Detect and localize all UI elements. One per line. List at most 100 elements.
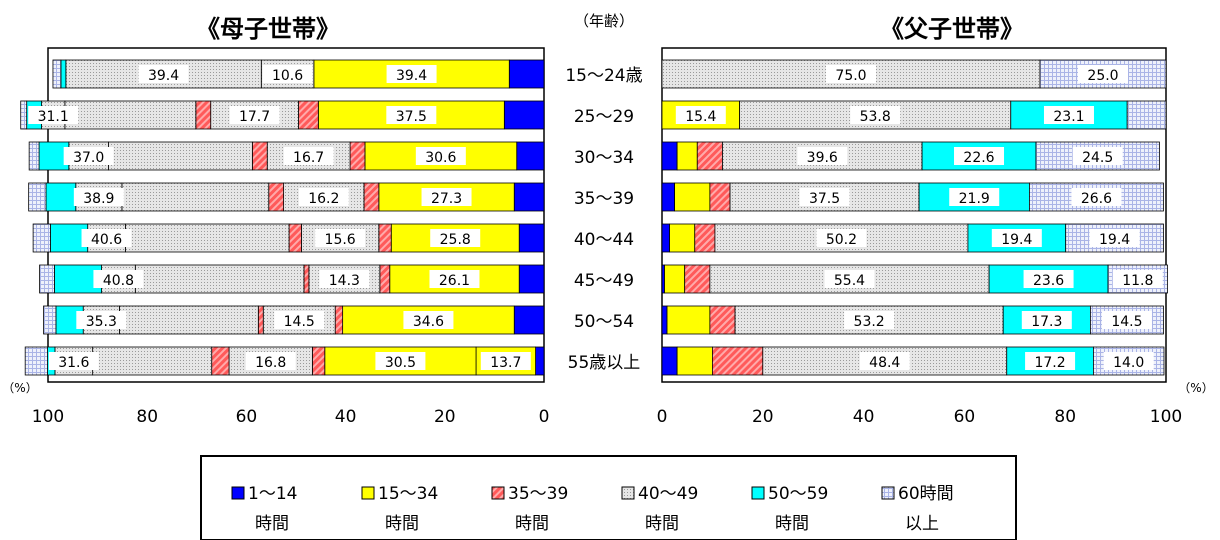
data-label: 25.0 [1087, 68, 1118, 84]
right-panel-title: 《父子世帯》 [880, 15, 1024, 43]
data-label: 40.8 [103, 273, 134, 289]
legend-label-line2: 時間 [515, 514, 549, 534]
bar-segment-h35_39 [363, 182, 380, 212]
bar-segment-h1_14 [503, 100, 545, 130]
data-label-bg [76, 311, 127, 329]
left-plot-frame [47, 47, 545, 383]
data-label: 39.4 [148, 68, 179, 84]
bar-segment-h35_39 [709, 305, 736, 335]
right-unit-label: （%） [1178, 381, 1213, 395]
legend-swatch-h35_39 [491, 486, 505, 500]
legend-label-line2: 時間 [385, 514, 419, 534]
data-label-bg [816, 229, 867, 247]
legend-label: 1～14 [248, 484, 297, 504]
data-label: 30.6 [425, 150, 456, 166]
bar-segment-h60 [32, 223, 51, 253]
data-label-bg [319, 270, 370, 288]
left-tick-label: 40 [335, 407, 357, 427]
data-label-bg [28, 106, 79, 124]
data-label: 31.6 [58, 355, 89, 371]
data-label-bg [386, 106, 437, 124]
bar-segment-h35_39 [311, 346, 326, 376]
data-label-bg [93, 270, 144, 288]
data-label: 39.6 [807, 150, 838, 166]
data-label: 19.4 [1099, 232, 1130, 248]
bar-segment-h60 [28, 141, 40, 171]
data-label: 38.9 [83, 191, 114, 207]
bar-segment-h15_34 [664, 264, 686, 294]
bar-segment-h1_14 [518, 223, 545, 253]
age-category-labels: 15～24歳 25～29 30～34 35～39 40～44 45～49 50～54 55歳以… [565, 66, 642, 373]
data-label-bg [274, 311, 325, 329]
data-label-bg [954, 147, 1005, 165]
bar-segment-h1_14 [513, 305, 545, 335]
bar-segment-h40_49 [92, 346, 213, 376]
age-category-label: 30～34 [574, 148, 634, 168]
bar-segment-h35_39 [195, 100, 212, 130]
left-bars: 39.4 10.6 39.4 31.1 17.7 37.5 37.0 16.7 30.6 38.9… [20, 59, 545, 376]
data-label-bg [797, 147, 848, 165]
data-label: 16.8 [255, 355, 286, 371]
data-label-bg [245, 352, 296, 370]
data-label: 37.5 [809, 191, 840, 207]
data-label-bg [298, 188, 349, 206]
left-unit-label: （%） [2, 381, 37, 395]
data-label-bg [430, 229, 481, 247]
data-label: 50.2 [826, 232, 857, 248]
bar-segment-h40_49 [124, 223, 290, 253]
bar-segment-h60 [24, 346, 48, 376]
bar-segment-h60 [1126, 100, 1167, 130]
data-label: 31.1 [38, 109, 69, 125]
data-label-bg [229, 106, 280, 124]
data-label-bg [81, 229, 132, 247]
data-label-bg [48, 352, 99, 370]
data-label-bg [375, 352, 426, 370]
bar-segment-h1_14 [516, 141, 545, 171]
data-label: 16.7 [293, 150, 324, 166]
bar-segment-h35_39 [288, 223, 302, 253]
data-label: 75.0 [835, 68, 866, 84]
data-label: 37.5 [396, 109, 427, 125]
data-label-bg [386, 65, 437, 83]
right-plot-frame [661, 47, 1167, 383]
bar-segment-h1_14 [661, 305, 668, 335]
bar-segment-h1_14 [535, 346, 545, 376]
left-panel-title: 《母子世帯》 [196, 15, 340, 43]
right-tick-label: 60 [954, 407, 976, 427]
right-tick-label: 100 [1150, 407, 1182, 427]
bar-segment-h35_39 [303, 264, 310, 294]
bar-segment-h15_34 [317, 100, 505, 130]
bar-segment-h35_39 [696, 141, 723, 171]
bar-segment-h35_39 [251, 141, 268, 171]
bar-segment-h1_14 [661, 182, 676, 212]
data-label: 21.9 [959, 191, 990, 207]
bar-segment-h15_34 [674, 182, 711, 212]
bar-segment-h40_49 [64, 100, 197, 130]
bar-segment-h35_39 [684, 264, 711, 294]
data-label: 11.8 [1122, 273, 1153, 289]
bar-segment-h1_14 [518, 264, 545, 294]
bar-segment-h60 [43, 305, 57, 335]
left-tick-label: 60 [236, 407, 258, 427]
bar-segment-h60 [20, 100, 28, 130]
left-tick-label: 20 [434, 407, 456, 427]
bar-segment-h35_39 [257, 305, 264, 335]
legend-label: 60時間 [898, 484, 954, 504]
data-label-bg [403, 311, 454, 329]
data-label: 37.0 [73, 150, 104, 166]
data-label-bg [675, 106, 726, 124]
data-label: 10.6 [272, 68, 303, 84]
bar-segment-h1_14 [508, 59, 545, 89]
data-label: 23.1 [1053, 109, 1084, 125]
age-category-label: 40～44 [574, 230, 634, 250]
bar-segment-h35_39 [298, 100, 319, 130]
bar-segment-h35_39 [268, 182, 285, 212]
bar-segment-h15_34 [676, 141, 698, 171]
data-label: 27.3 [431, 191, 462, 207]
data-label: 48.4 [869, 355, 900, 371]
legend-label-line2: 時間 [775, 514, 809, 534]
data-label-bg [844, 311, 895, 329]
bar-segment-h1_14 [661, 346, 678, 376]
data-label-bg [991, 229, 1042, 247]
right-tick-label: 0 [657, 407, 668, 427]
